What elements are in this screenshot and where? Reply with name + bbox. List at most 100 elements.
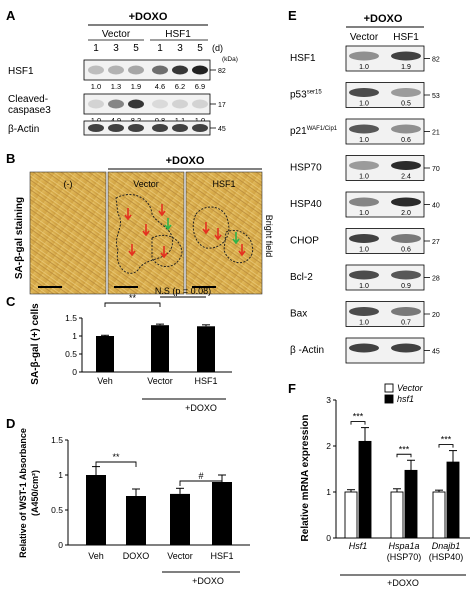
micrograph-label-untreated: (-) <box>64 179 73 189</box>
bar <box>390 491 404 539</box>
panel-f-letter: F <box>288 381 296 396</box>
kda-marker: 21 <box>432 130 440 137</box>
y-tick-label: 0.5 <box>65 349 77 359</box>
y-tick-label: 0 <box>72 367 77 377</box>
panel-b-side-label: Bright field <box>264 215 274 258</box>
significance-bracket-2-label: N.S (p = 0.08) <box>155 286 211 296</box>
blot-band <box>391 270 421 280</box>
blot-band <box>192 99 208 109</box>
panel-e-blot-row: Bcl-2 28 1.0 0.9 <box>290 264 440 291</box>
panel-a-day-label: 1 <box>157 43 163 54</box>
senescent-cell-outline-vector-2 <box>151 234 183 267</box>
panel-e-blot-label: Bax <box>290 309 307 320</box>
panel-e-blot-row: HSP70 70 1.0 2.4 <box>290 155 440 181</box>
x-tick-sublabel: (HSP40) <box>429 552 464 562</box>
panel-a-group-vector: Vector <box>102 29 131 40</box>
arrows-hsf1 <box>202 222 246 257</box>
kda-marker: 17 <box>218 102 226 109</box>
kda-marker: 82 <box>432 57 440 64</box>
panel-a-group-hsf1: HSF1 <box>165 29 191 40</box>
legend-label: Vector <box>397 383 424 393</box>
band-quantification: 1.1 <box>175 116 185 125</box>
band-quantification: 0.9 <box>401 283 411 290</box>
blot-band <box>108 99 124 109</box>
y-tick-label: 1 <box>326 487 331 497</box>
blot-band <box>88 99 104 109</box>
blot-band <box>152 99 168 109</box>
band-quantification: 4.6 <box>155 82 165 91</box>
band-quantification: 0.6 <box>401 137 411 144</box>
panel-e-blot-label: HSP40 <box>290 199 322 210</box>
panel-a-blot-label: Cleaved- <box>8 94 48 105</box>
significance-bracket-1-label: ** <box>129 293 137 303</box>
blot-band <box>391 51 421 61</box>
panel-a-blot-row: HSF1 82 1.0 1.3 1.9 4.6 6.2 6.9 <box>8 59 226 91</box>
kda-marker: 45 <box>218 126 226 133</box>
panel-e-blot-label: HSF1 <box>290 53 316 64</box>
panel-e-treatment: +DOXO <box>364 13 403 25</box>
panel-a-blots: HSF1 82 1.0 1.3 1.9 4.6 6.2 6.9 Cleaved-caspase3… <box>8 59 226 136</box>
bar <box>446 461 460 539</box>
panel-a-days-unit: (d) <box>212 43 223 53</box>
micrograph-label-vector: Vector <box>133 179 159 189</box>
blot-band <box>172 99 188 109</box>
y-tick-label: 2 <box>326 441 331 451</box>
band-quantification: 1.0 <box>359 283 369 290</box>
panel-c-ylabel: SA-β-gal (+) cells <box>30 303 41 385</box>
x-tick-label: HSF1 <box>210 551 233 561</box>
panel-d-letter: D <box>6 416 15 431</box>
blot-band <box>349 197 379 207</box>
panel-f-ylabel: Relative mRNA expression <box>300 415 311 542</box>
blot-band <box>88 124 104 132</box>
panel-e-blot-row: p53ser15 53 1.0 0.5 <box>290 82 440 108</box>
panel-e-blot-row: Bax 20 1.0 0.7 <box>290 301 440 327</box>
band-quantification: 1.0 <box>359 174 369 181</box>
blot-band <box>391 161 421 170</box>
band-quantification: 2.4 <box>401 174 411 181</box>
panel-e-blot-row: CHOP 27 1.0 0.6 <box>290 228 440 254</box>
band-quantification: 8.2 <box>131 116 141 125</box>
y-tick-label: 1.5 <box>51 435 63 445</box>
kda-marker: 27 <box>432 239 440 246</box>
panel-a-letter: A <box>6 8 16 23</box>
blot-band <box>349 234 379 243</box>
bar <box>86 475 106 545</box>
legend-swatch <box>384 383 394 393</box>
panel-f-chart: 0 1 2 3 *** Hsf1 *** Hspa1a(HSP70) *** Dnajb1(HSP… <box>326 383 470 576</box>
panel-d: D Relative of WST-1 Absorbance (A450/cm²… <box>6 416 250 586</box>
x-tick-label: Vector <box>147 376 173 386</box>
blot-band <box>349 270 379 280</box>
panel-b-ylabel: SA-β-gal staining <box>14 197 25 279</box>
blot-band <box>349 307 379 316</box>
senescent-cell-outline-vector <box>115 194 174 274</box>
panel-e-blot-label: HSP70 <box>290 163 322 174</box>
blot-band <box>391 343 421 353</box>
panel-a-day-label: 5 <box>197 43 203 54</box>
blot-band <box>349 343 379 353</box>
kda-marker: 45 <box>432 349 440 356</box>
significance-bracket-label: *** <box>399 444 410 454</box>
panel-e-blots: HSF1 82 1.0 1.9 p53ser15 53 1.0 0.5 p21WAF1/Cip1… <box>290 45 440 364</box>
bar <box>151 325 169 372</box>
band-quantification: 1.0 <box>91 116 101 125</box>
significance-bracket-label: *** <box>353 412 364 422</box>
band-quantification: 6.2 <box>175 82 185 91</box>
x-tick-label: Hspa1a <box>388 541 419 551</box>
bar <box>432 491 446 539</box>
panel-e-group-hsf1: HSF1 <box>393 32 419 43</box>
panel-a-blot-row: Cleaved-caspase3 17 1.0 4.9 8.2 0.8 1.1 1.0 <box>8 93 226 125</box>
band-quantification: 2.0 <box>401 210 411 217</box>
panel-b-treatment: +DOXO <box>166 155 205 167</box>
y-tick-label: 1 <box>72 331 77 341</box>
kda-marker: 82 <box>218 68 226 75</box>
band-quantification: 4.9 <box>111 116 121 125</box>
panel-a: A +DOXO Vector HSF1 1 3 5 1 3 5 (d) (kDa) HSF… <box>6 8 238 136</box>
panel-b-letter: B <box>6 151 15 166</box>
x-tick-label: Veh <box>97 376 113 386</box>
panel-a-treatment: +DOXO <box>129 11 168 23</box>
panel-c-letter: C <box>6 294 16 309</box>
panel-e-blot-label: p21WAF1/Cip1 <box>290 126 338 137</box>
bar <box>358 440 372 539</box>
panel-f-treatment: +DOXO <box>387 578 419 588</box>
panel-e-letter: E <box>288 8 297 23</box>
